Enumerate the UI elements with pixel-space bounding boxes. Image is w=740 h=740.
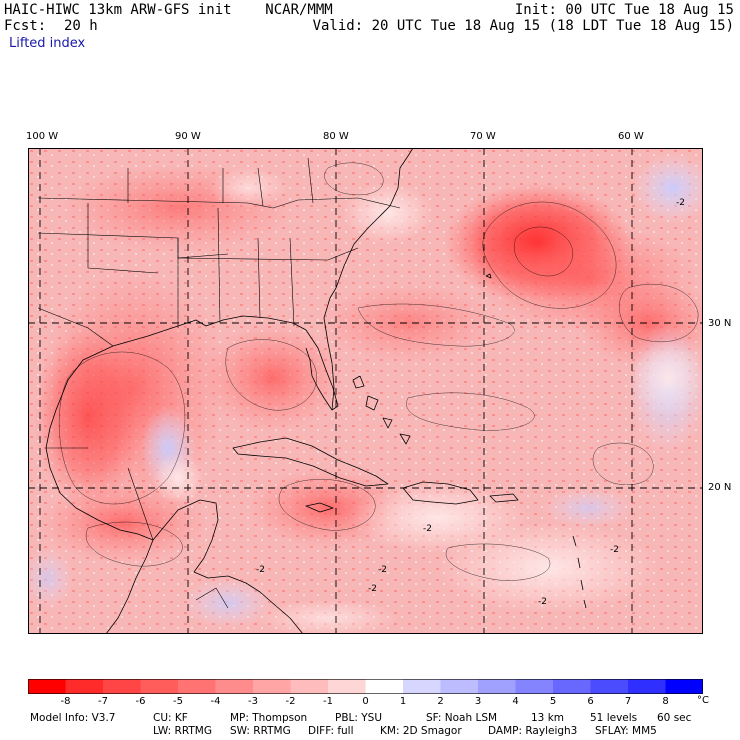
colorbar-tick-label: 4	[512, 696, 519, 707]
map-frame	[28, 148, 703, 634]
colorbar-cell	[65, 679, 104, 694]
colorbar-tick-label: -7	[98, 696, 108, 707]
field-name: Lifted index	[9, 36, 86, 51]
footer-sflay: SFLAY: MM5	[595, 725, 657, 737]
model-title: HAIC-HIWC 13km ARW-GFS init NCAR/MMM	[4, 2, 333, 18]
lat-label-20n: 20 N	[708, 482, 732, 493]
colorbar-cell	[403, 679, 441, 694]
colorbar-tick-label: -3	[248, 696, 258, 707]
colorbar-tick-label: 0	[362, 696, 369, 707]
lon-label-90w: 90 W	[175, 131, 201, 142]
footer-damp: DAMP: Rayleigh3	[488, 725, 578, 737]
colorbar-cell	[140, 679, 179, 694]
colorbar-tick-label: -2	[285, 696, 296, 707]
colorbar-cell	[440, 679, 479, 694]
colorbar-cell	[103, 679, 141, 694]
footer-model-info: Model Info: V3.7	[30, 712, 116, 724]
lon-label-70w: 70 W	[470, 131, 496, 142]
footer-pbl: PBL: YSU	[335, 712, 383, 724]
colorbar-tick-label: -8	[60, 696, 71, 707]
colorbar-tick-label: 2	[437, 696, 444, 707]
footer-km: KM: 2D Smagor	[380, 725, 462, 737]
colorbar-cell	[590, 679, 629, 694]
colorbar-cell	[215, 679, 254, 694]
colorbar-tick-label: 7	[624, 696, 632, 707]
colorbar-tick-label: 6	[587, 696, 594, 707]
lat-label-30n: 30 N	[708, 318, 732, 329]
colorbar-cell	[178, 679, 216, 694]
contour-label: -2	[378, 565, 387, 575]
colorbar-cell	[290, 679, 329, 694]
footer-cu: CU: KF	[153, 712, 188, 724]
contour-label: -2	[538, 597, 547, 607]
lifted-index-map: -2 -2 -2 -2 -2 -2 -2	[28, 148, 703, 634]
colorbar-cells	[28, 679, 703, 694]
footer-timestep: 60 sec	[657, 712, 692, 724]
colorbar-cell	[253, 679, 291, 694]
footer-sw: SW: RRTMG	[230, 725, 291, 737]
footer-sf: SF: Noah LSM	[426, 712, 498, 724]
forecast-label: Fcst:	[4, 18, 47, 34]
colorbar	[28, 679, 703, 694]
colorbar-tick-label: 3	[474, 696, 482, 707]
lon-label-60w: 60 W	[618, 131, 644, 142]
field-blobs	[28, 153, 703, 634]
lon-label-100w: 100 W	[26, 131, 59, 142]
political-borders	[37, 157, 401, 609]
field-contours	[59, 162, 699, 581]
colorbar-cell	[28, 679, 66, 694]
colorbar-tick-label: 8	[662, 696, 669, 707]
init-time: Init: 00 UTC Tue 18 Aug 15	[514, 2, 734, 18]
colorbar-cell	[665, 679, 703, 694]
contour-labels: -2 -2 -2 -2 -2 -2 -2	[256, 198, 685, 607]
contour-label: -2	[610, 545, 619, 555]
lat-lon-grid	[28, 148, 703, 634]
colorbar-cell	[478, 679, 516, 694]
contour-label: -2	[256, 565, 265, 575]
footer-mp: MP: Thompson	[230, 712, 308, 724]
colorbar-tick-label: 1	[399, 696, 407, 707]
colorbar-tick-label: -6	[135, 696, 146, 707]
lon-label-80w: 80 W	[323, 131, 349, 142]
colorbar-tick-label: -1	[323, 696, 333, 707]
colorbar-cell	[628, 679, 666, 694]
forecast-hour: 20 h	[64, 18, 98, 34]
coastlines	[45, 148, 587, 634]
valid-time: Valid: 20 UTC Tue 18 Aug 15 (18 LDT Tue …	[312, 18, 734, 34]
colorbar-unit: °C	[697, 695, 709, 706]
contour-label: -2	[423, 524, 432, 534]
footer-resolution: 13 km	[531, 712, 565, 724]
contour-label: -2	[368, 584, 377, 594]
contour-label: -2	[676, 198, 685, 208]
footer-levels: 51 levels	[590, 712, 638, 724]
colorbar-tick-label: -4	[210, 696, 221, 707]
colorbar-cell	[328, 679, 366, 694]
colorbar-tick-label: -5	[173, 696, 183, 707]
footer-diff: DIFF: full	[308, 725, 354, 737]
colorbar-tick-label: 5	[549, 696, 557, 707]
colorbar-cell	[515, 679, 554, 694]
colorbar-cell	[553, 679, 591, 694]
colorbar-cell	[365, 679, 404, 694]
footer-lw: LW: RRTMG	[153, 725, 212, 737]
